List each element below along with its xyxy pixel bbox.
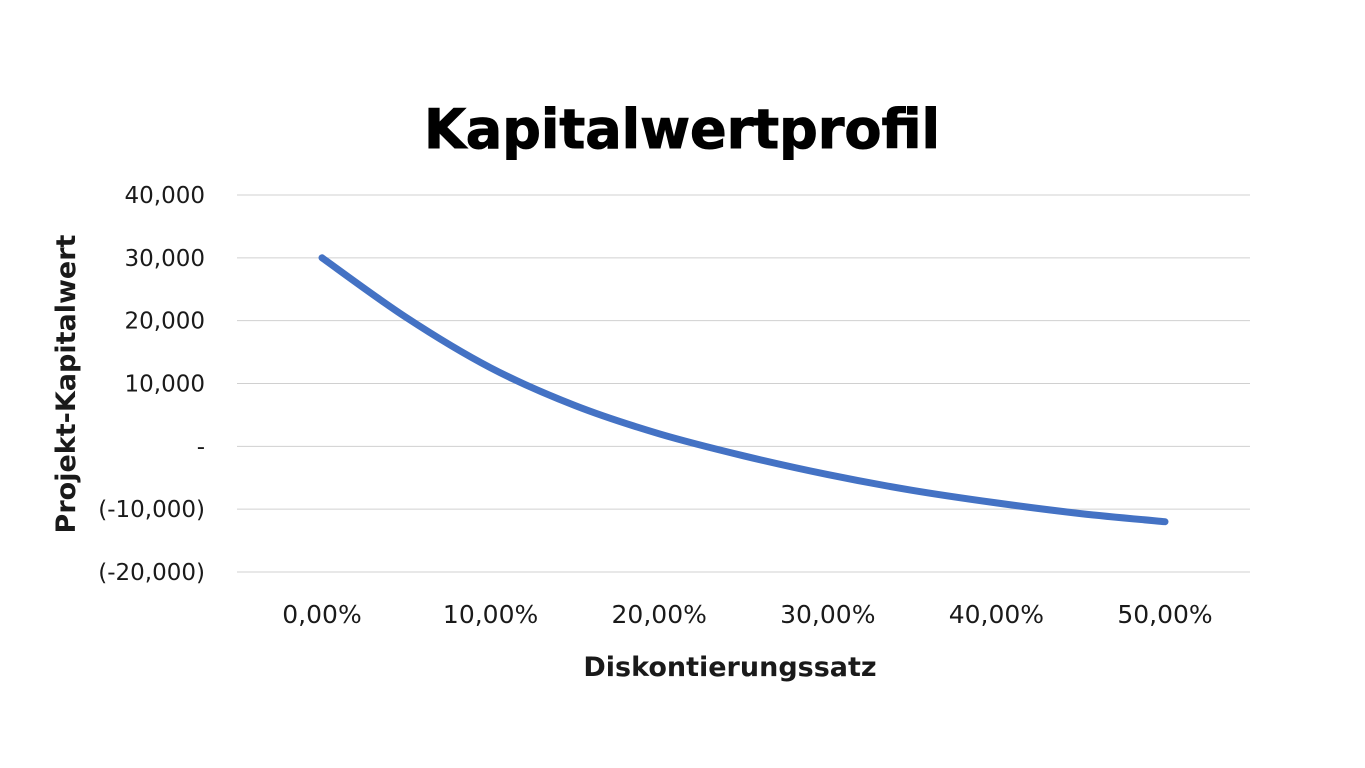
- x-tick-label: 30,00%: [780, 600, 875, 629]
- x-tick-label: 0,00%: [282, 600, 361, 629]
- y-tick-label: 10,000: [125, 372, 205, 398]
- x-axis-ticks: 0,00% 10,00% 20,00% 30,00% 40,00% 50,00%: [282, 600, 1212, 629]
- y-tick-label: 20,000: [125, 309, 205, 335]
- series-line: [318, 254, 1169, 526]
- x-tick-label: 10,00%: [443, 600, 538, 629]
- y-tick-label: -: [197, 434, 205, 460]
- series-layer: [318, 254, 1169, 526]
- y-axis-title: Projekt-Kapitalwert: [51, 234, 82, 533]
- y-tick-label: (-10,000): [98, 497, 205, 523]
- y-axis-ticks: 40,000 30,000 20,000 10,000 - (-10,000) (-20,0…: [98, 183, 205, 586]
- y-tick-label: (-20,000): [98, 560, 205, 586]
- x-tick-label: 20,00%: [612, 600, 707, 629]
- x-tick-label: 50,00%: [1117, 600, 1212, 629]
- chart-title: Kapitalwertprofil: [424, 98, 940, 161]
- x-tick-label: 40,00%: [949, 600, 1044, 629]
- x-axis-title: Diskontierungssatz: [583, 652, 876, 683]
- y-tick-label: 30,000: [125, 246, 205, 272]
- y-tick-label: 40,000: [125, 183, 205, 209]
